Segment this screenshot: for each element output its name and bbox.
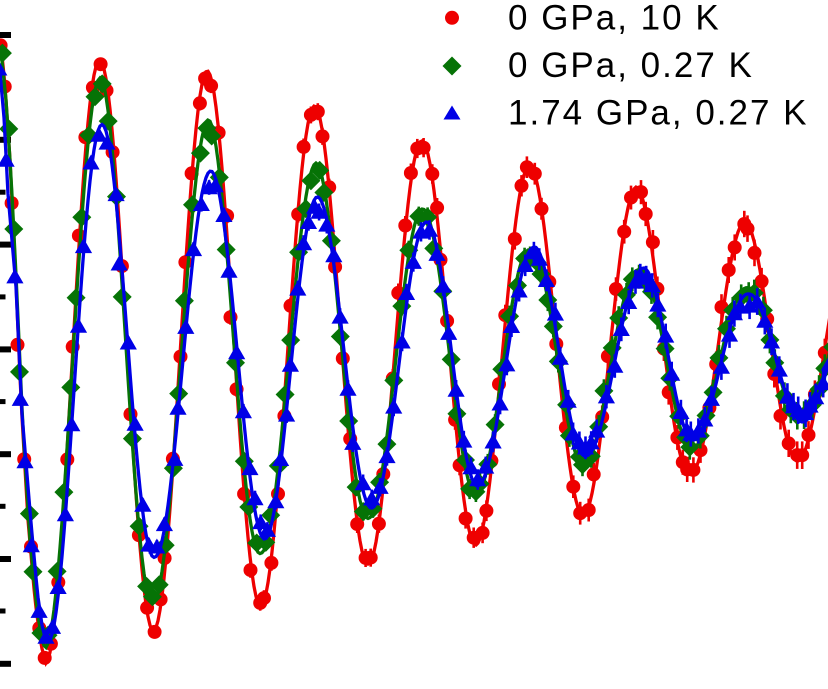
svg-text:0 GPa, 0.27 K: 0 GPa, 0.27 K	[508, 46, 754, 85]
svg-text:0 GPa, 10 K: 0 GPa, 10 K	[508, 0, 721, 37]
svg-text:1.74 GPa, 0.27 K: 1.74 GPa, 0.27 K	[508, 94, 809, 133]
